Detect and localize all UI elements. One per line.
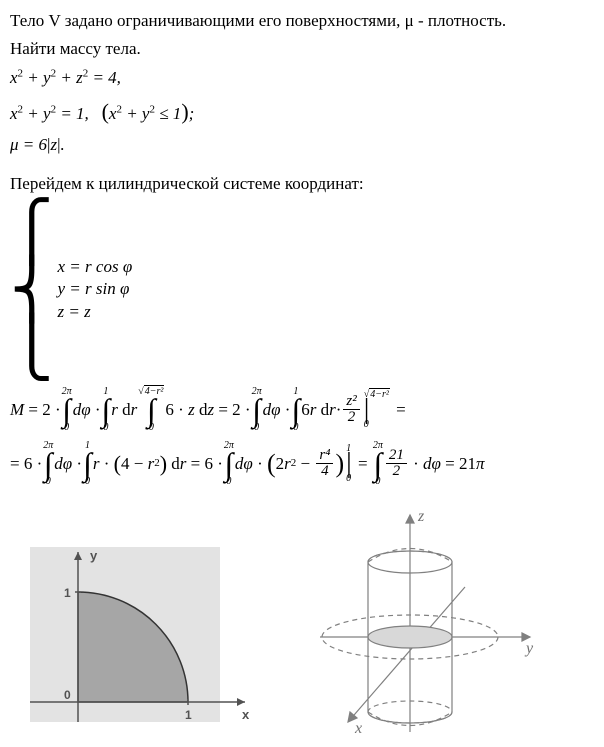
quarter-circle-plot: y x 1 0 1 <box>30 547 260 737</box>
integral-phi-icon-3: 2π ∫ 0 <box>43 441 53 487</box>
integral-phi-icon-2: 2π ∫ 0 <box>252 387 262 433</box>
ytick-0: 0 <box>64 688 71 702</box>
equation-cylinder: x2 + y2 = 1, (x2 + y2 ≤ 1); <box>10 95 594 128</box>
system-equations: ⎧⎨⎩ x = r cos φ y = r sin φ z = z <box>10 203 594 377</box>
left-brace-icon: ⎧⎨⎩ <box>10 203 54 377</box>
eval-bar-z: 4−r² | 0 <box>364 390 390 430</box>
fraction-21-2: 21 2 <box>386 448 407 479</box>
x-axis-label: x <box>242 707 250 722</box>
y-axis-label-3d: y <box>524 640 534 657</box>
equation-sphere: x2 + y2 + z2 = 4, <box>10 65 594 91</box>
fraction-r4-4: r⁴ 4 <box>316 448 333 479</box>
sys-line-2: y = r sin φ <box>58 279 133 299</box>
text: Найти массу тела. <box>10 39 141 58</box>
text: Перейдем к цилиндрической системе коорди… <box>10 174 364 193</box>
solid-3d-diagram: z y x <box>300 507 540 737</box>
z-axis-label: z <box>417 508 425 525</box>
y-axis-label: y <box>90 548 98 563</box>
sys-line-1: x = r cos φ <box>58 257 133 277</box>
x-axis-label-3d: x <box>354 720 362 737</box>
integral-phi-icon-4: 2π ∫ 0 <box>224 441 234 487</box>
transition-text: Перейдем к цилиндрической системе коорди… <box>10 171 594 197</box>
equation-density: μ = 6|z|. <box>10 132 594 158</box>
integral-z-icon: 4−r² ∫ 0 <box>138 387 164 433</box>
eval-bar-r: 1 | 0 <box>346 444 352 484</box>
diagrams-row: y x 1 0 1 <box>10 507 594 737</box>
integral-r-icon-3: 1 ∫ 0 <box>83 441 92 487</box>
text: Тело V задано ограничивающими его поверх… <box>10 11 506 30</box>
mass-integral-line-1: M = 2 · 2π ∫ 0 dφ · 1 ∫ 0 r dr 4−r² ∫ 0 … <box>10 387 594 433</box>
mass-integral-line-2: = 6 · 2π ∫ 0 dφ · 1 ∫ 0 r · (4 − r2) dr … <box>10 441 594 487</box>
integral-r-icon: 1 ∫ 0 <box>102 387 111 433</box>
xtick-1: 1 <box>185 708 192 722</box>
integral-phi-icon: 2π ∫ 0 <box>62 387 72 433</box>
integral-r-icon-2: 1 ∫ 0 <box>291 387 300 433</box>
fraction-z2-2: z² 2 <box>343 394 359 425</box>
sys-line-3: z = z <box>58 302 133 322</box>
integral-phi-icon-5: 2π ∫ 0 <box>373 441 383 487</box>
intro-line-2: Найти массу тела. <box>10 36 594 62</box>
intro-line-1: Тело V задано ограничивающими его поверх… <box>10 8 594 34</box>
ytick-1: 1 <box>64 586 71 600</box>
